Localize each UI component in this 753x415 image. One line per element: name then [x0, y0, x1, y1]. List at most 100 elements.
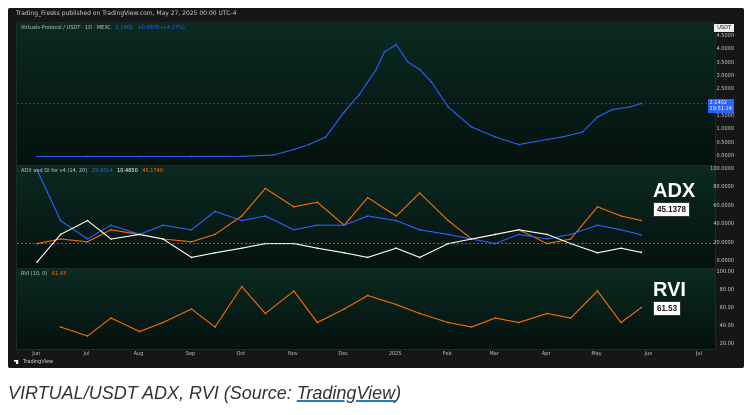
- price-series-0-point-13: [395, 43, 398, 46]
- adx-series-1-point-9: [264, 215, 267, 217]
- price-series-0-point-5: [272, 154, 275, 156]
- adx-series-2-point-14: [395, 247, 398, 250]
- price-tick-8: 0.5000: [716, 139, 735, 146]
- rvi-series-0-point-16: [470, 326, 473, 328]
- price-plot: [17, 43, 715, 158]
- price-tick-7: 1.0000: [716, 126, 735, 133]
- rvi-plot: [59, 285, 643, 337]
- adx-series-2-point-12: [343, 251, 346, 254]
- rvi-series-0-point-8: [264, 312, 267, 315]
- adx-tick-4: 20.0000: [713, 239, 734, 246]
- adx-legend: ADX and DI for v4 (14, 20) 29.4314 10.46…: [21, 168, 166, 174]
- caption-suffix: ): [395, 383, 402, 403]
- price-series-0-point-9: [343, 111, 346, 113]
- rvi-series-0-point-1: [86, 335, 89, 337]
- adx-series-2-point-18: [494, 233, 497, 236]
- adx-series-0-point-15: [418, 192, 421, 194]
- rvi-axis[interactable]: 100.00 80.00 60.00 40.00 20.00: [706, 268, 736, 348]
- adx-series-0-point-10: [293, 205, 295, 208]
- time-tick-4: Oct: [236, 351, 246, 357]
- adx-series-0-point-3: [110, 228, 112, 231]
- adx-legend-title: ADX and DI for v4 (14, 20): [21, 168, 88, 174]
- rvi-value-box: 61.53: [653, 301, 682, 316]
- adx-series-1-point-18: [494, 242, 497, 245]
- adx-series-1-point-0: [36, 169, 38, 171]
- adx-series-1-point-11: [316, 224, 319, 227]
- adx-series-0-point-1: [59, 238, 62, 240]
- adx-series-1-point-20: [546, 238, 549, 240]
- rvi-series-0-point-23: [640, 306, 643, 309]
- price-series-0-point-11: [375, 68, 377, 71]
- rvi-series-0-point-15: [447, 321, 450, 324]
- adx-series-0-point-2: [86, 240, 89, 243]
- adx-series-1-point-24: [640, 234, 643, 236]
- rvi-tick-0: 100.00: [716, 269, 735, 275]
- price-series-0-point-16: [430, 81, 433, 83]
- adx-series-2-point-1: [59, 233, 62, 236]
- adx-legend-diplus: 29.4314: [91, 168, 113, 174]
- rvi-series-0-point-11: [343, 308, 346, 310]
- adx-series-1-point-10: [293, 228, 295, 231]
- adx-series-1-point-1: [59, 219, 62, 222]
- adx-axis[interactable]: 100.0000 80.0000 60.0000 40.0000 20.0000 0.00…: [706, 165, 736, 267]
- adx-legend-diminus: 10.4650: [117, 168, 138, 174]
- time-tick-7: 2025: [388, 351, 402, 357]
- adx-series-1-point-7: [214, 210, 216, 213]
- adx-series-1-point-22: [596, 224, 599, 227]
- adx-series-1-point-19: [517, 233, 520, 236]
- time-tick-11: May: [591, 351, 602, 357]
- rvi-series-0-point-3: [138, 330, 141, 333]
- adx-series-0-point-20: [546, 242, 549, 245]
- time-tick-12: Jun: [644, 351, 653, 357]
- adx-series-2-point-7: [214, 251, 216, 254]
- adx-series-0-point-8: [240, 215, 243, 217]
- price-series-0-point-3: [190, 155, 193, 158]
- adx-legend-adx: 45.1740: [142, 168, 164, 174]
- rvi-series-0-point-6: [214, 326, 216, 328]
- time-tick-0: Jun: [32, 351, 41, 357]
- rvi-pane[interactable]: RVI (10, 0) 61.43 RVI 61.53: [16, 268, 716, 350]
- adx-series-2-point-6: [190, 256, 193, 259]
- price-series-0-point-17: [447, 106, 450, 108]
- adx-series-0-point-16: [447, 219, 450, 222]
- tradingview-logo[interactable]: TradingView: [14, 359, 53, 365]
- price-pane[interactable]: Virtuals Protocol / USDT · 1D · MEXC 2.1…: [16, 22, 716, 166]
- adx-series-1-point-23: [620, 228, 622, 231]
- caption-source-link[interactable]: TradingView: [296, 383, 396, 403]
- adx-series-1-point-13: [366, 215, 369, 217]
- price-series-0-point-23: [581, 131, 584, 133]
- tradingview-logo-text: TradingView: [23, 359, 54, 365]
- rvi-legend-value: 61.43: [51, 271, 67, 277]
- price-series-0-point-21: [546, 138, 549, 141]
- time-tick-1: Jul: [83, 351, 90, 357]
- adx-series-2-line: [36, 219, 642, 263]
- adx-pane[interactable]: ADX and DI for v4 (14, 20) 29.4314 10.46…: [16, 165, 716, 269]
- adx-tick-1: 80.0000: [713, 184, 734, 191]
- price-series-0-point-1: [86, 155, 89, 158]
- adx-series-0-point-6: [190, 240, 193, 243]
- adx-series-1-point-5: [162, 224, 164, 227]
- rvi-tick-2: 60.00: [719, 305, 734, 311]
- adx-series-1-point-16: [447, 233, 450, 236]
- bar-countdown: 19:51:24: [709, 105, 732, 112]
- rvi-tick-4: 20.00: [719, 341, 734, 347]
- rvi-series-0-line: [60, 285, 642, 337]
- figure-caption: VIRTUAL/USDT ADX, RVI (Source: TradingVi…: [8, 383, 401, 404]
- adx-tick-5: 0.0000: [716, 258, 735, 264]
- time-tick-5: Nov: [287, 351, 298, 357]
- price-series-0-point-2: [138, 155, 141, 158]
- price-legend-title: Virtuals Protocol / USDT · 1D · MEXC: [21, 25, 111, 31]
- rvi-big-label: RVI: [653, 279, 686, 301]
- price-tick-9: 0.0000: [716, 153, 735, 159]
- last-price-value: 2.1402: [709, 99, 728, 106]
- price-legend-value: 2.1402: [115, 25, 133, 31]
- adx-series-2-point-0: [36, 261, 38, 263]
- adx-series-0-point-24: [640, 219, 643, 222]
- price-series-0-point-6: [293, 148, 295, 151]
- time-axis[interactable]: Jun Jul Aug Sep Oct Nov Dec 2025 Feb Mar Apr May Jun…: [16, 349, 714, 359]
- price-series-0-point-18: [470, 126, 473, 128]
- pair-tag: USDT: [714, 24, 734, 32]
- time-tick-8: Feb: [442, 351, 452, 357]
- price-axis[interactable]: USDT 4.50004.00003.50003.00002.50002.000…: [706, 22, 736, 164]
- rvi-legend: RVI (10, 0) 61.43: [21, 271, 69, 277]
